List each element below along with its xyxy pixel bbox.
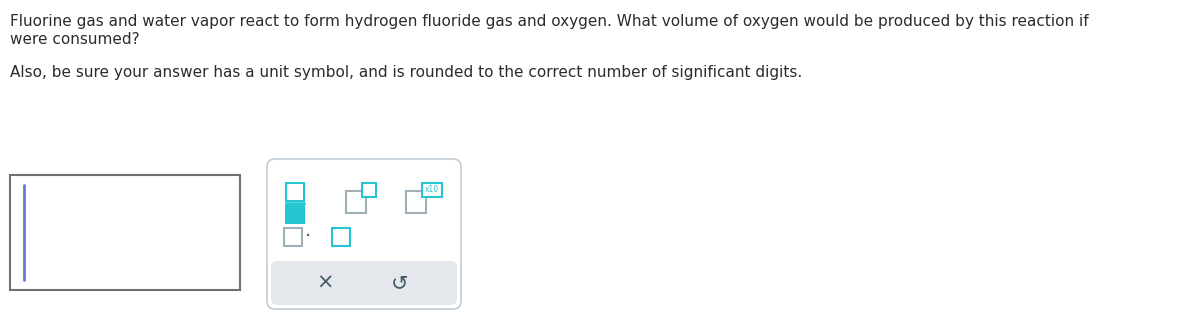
FancyBboxPatch shape — [332, 228, 350, 246]
Text: ·: · — [305, 228, 311, 247]
Text: x10: x10 — [425, 186, 439, 194]
FancyBboxPatch shape — [406, 191, 426, 213]
FancyBboxPatch shape — [362, 183, 376, 197]
FancyBboxPatch shape — [266, 159, 461, 309]
FancyBboxPatch shape — [422, 183, 442, 197]
FancyBboxPatch shape — [286, 205, 304, 223]
Text: Also, be sure your answer has a unit symbol, and is rounded to the correct numbe: Also, be sure your answer has a unit sym… — [10, 65, 803, 80]
Text: Fluorine gas and water vapor react to form hydrogen fluoride gas and oxygen. Wha: Fluorine gas and water vapor react to fo… — [10, 14, 1093, 29]
Text: were consumed?: were consumed? — [10, 32, 139, 47]
FancyBboxPatch shape — [286, 183, 304, 201]
FancyBboxPatch shape — [284, 228, 302, 246]
FancyBboxPatch shape — [10, 175, 240, 290]
FancyBboxPatch shape — [346, 191, 366, 213]
Text: ↺: ↺ — [391, 273, 409, 293]
Text: ×: × — [317, 273, 334, 293]
FancyBboxPatch shape — [271, 261, 457, 305]
